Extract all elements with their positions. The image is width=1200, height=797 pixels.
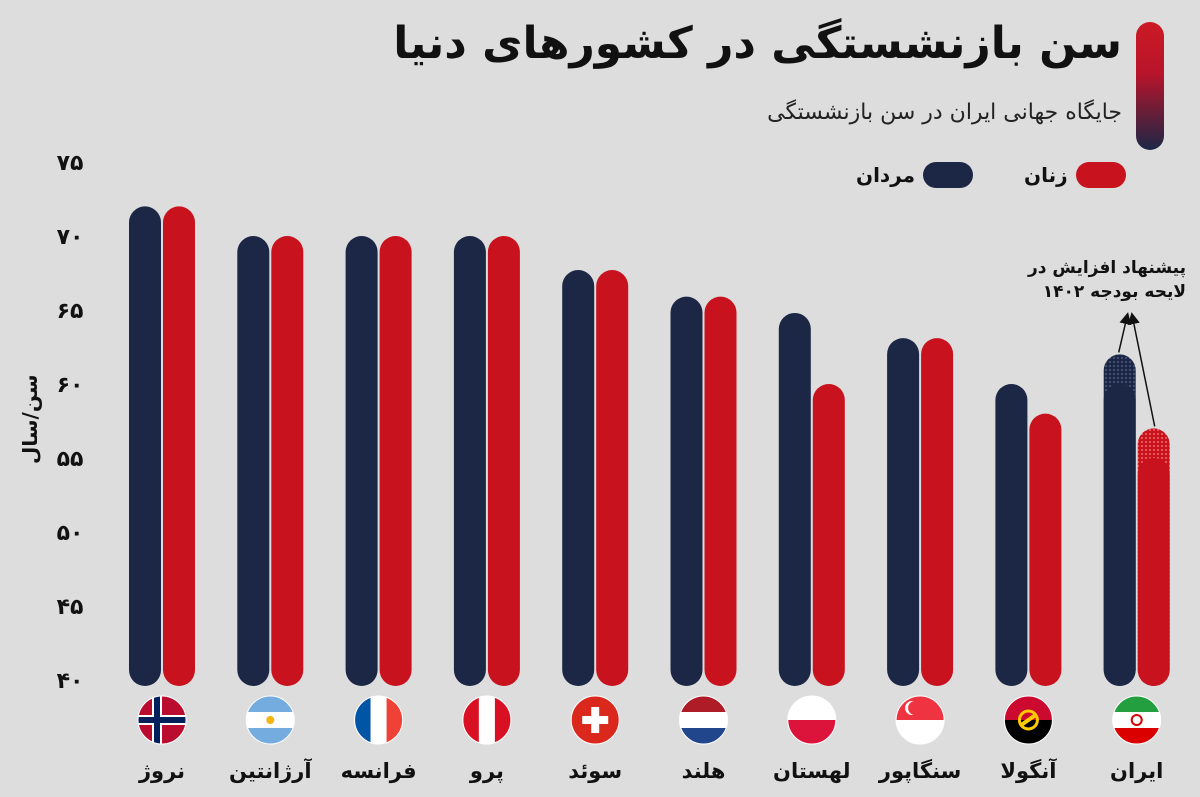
bar-women (271, 236, 304, 686)
annotation-arrow-men (1117, 312, 1132, 353)
legend-men: مردان (850, 161, 974, 189)
page-subtitle: جایگاه جهانی ایران در سن بازنشستگی (767, 100, 1122, 125)
bar-women (1137, 458, 1170, 686)
iran-flag (1112, 695, 1162, 745)
bar-men (453, 236, 486, 686)
y-tick-label: ۷۰ (57, 225, 84, 250)
bar-men (237, 236, 270, 686)
category-label: آرژانتین (229, 758, 312, 783)
category-label: سنگاپور (878, 758, 961, 783)
bar-women (379, 236, 412, 686)
bar-men (887, 338, 920, 686)
legend-women: زنان (1018, 161, 1126, 189)
bar-women (596, 270, 629, 686)
legend-women-swatch (1075, 162, 1126, 188)
bar-men (345, 236, 378, 686)
legend-men-label: مردان (856, 163, 916, 187)
proposal-annotation: پیشنهاد افزایش در لایحه بودجه ۱۴۰۲ (1027, 258, 1186, 302)
peru-flag (462, 695, 512, 745)
y-tick-label: ۷۵ (57, 151, 84, 176)
bar-women (812, 384, 845, 686)
y-tick-label: ۶۵ (57, 299, 84, 324)
angola-flag (1003, 695, 1053, 745)
france-flag (354, 695, 404, 745)
y-tick-label: ۴۰ (57, 669, 84, 694)
category-label: هلند (682, 759, 726, 783)
bar-men (670, 296, 703, 686)
category-label: سوئد (568, 759, 622, 783)
singapore-flag (895, 695, 945, 745)
y-tick-label: ۵۵ (57, 447, 84, 472)
argentina-flag (245, 695, 295, 745)
category-label: نروژ (138, 759, 185, 783)
category-label: آنگولا (1000, 758, 1057, 783)
y-tick-label: ۴۵ (57, 595, 84, 620)
bar-men (562, 270, 595, 686)
netherlands-flag (679, 695, 728, 745)
bar-women (921, 338, 954, 686)
poland-flag (787, 695, 837, 745)
switzerland-flag (570, 695, 620, 745)
bar-women (1029, 413, 1062, 686)
category-label: پرو (469, 759, 504, 783)
norway-flag (137, 695, 187, 745)
bar-men (995, 384, 1028, 686)
bar-men (1103, 384, 1136, 686)
page-title: سن بازنشستگی در کشورهای دنیا (393, 18, 1123, 69)
y-tick-label: ۶۰ (57, 373, 84, 398)
bar-women (704, 296, 737, 686)
y-tick-label: ۵۰ (57, 521, 84, 546)
bar-men (129, 206, 161, 686)
category-label: لهستان (773, 759, 851, 783)
category-label: فرانسه (341, 759, 417, 783)
category-label: ایران (1110, 759, 1163, 783)
legend-men-swatch (923, 162, 974, 188)
bar-women (487, 235, 520, 687)
legend-women-label: زنان (1024, 163, 1068, 187)
bar-men (778, 312, 811, 686)
title-accent-bar (1136, 22, 1164, 150)
annotation-arrow-women (1128, 312, 1156, 427)
bar-women (163, 206, 195, 686)
